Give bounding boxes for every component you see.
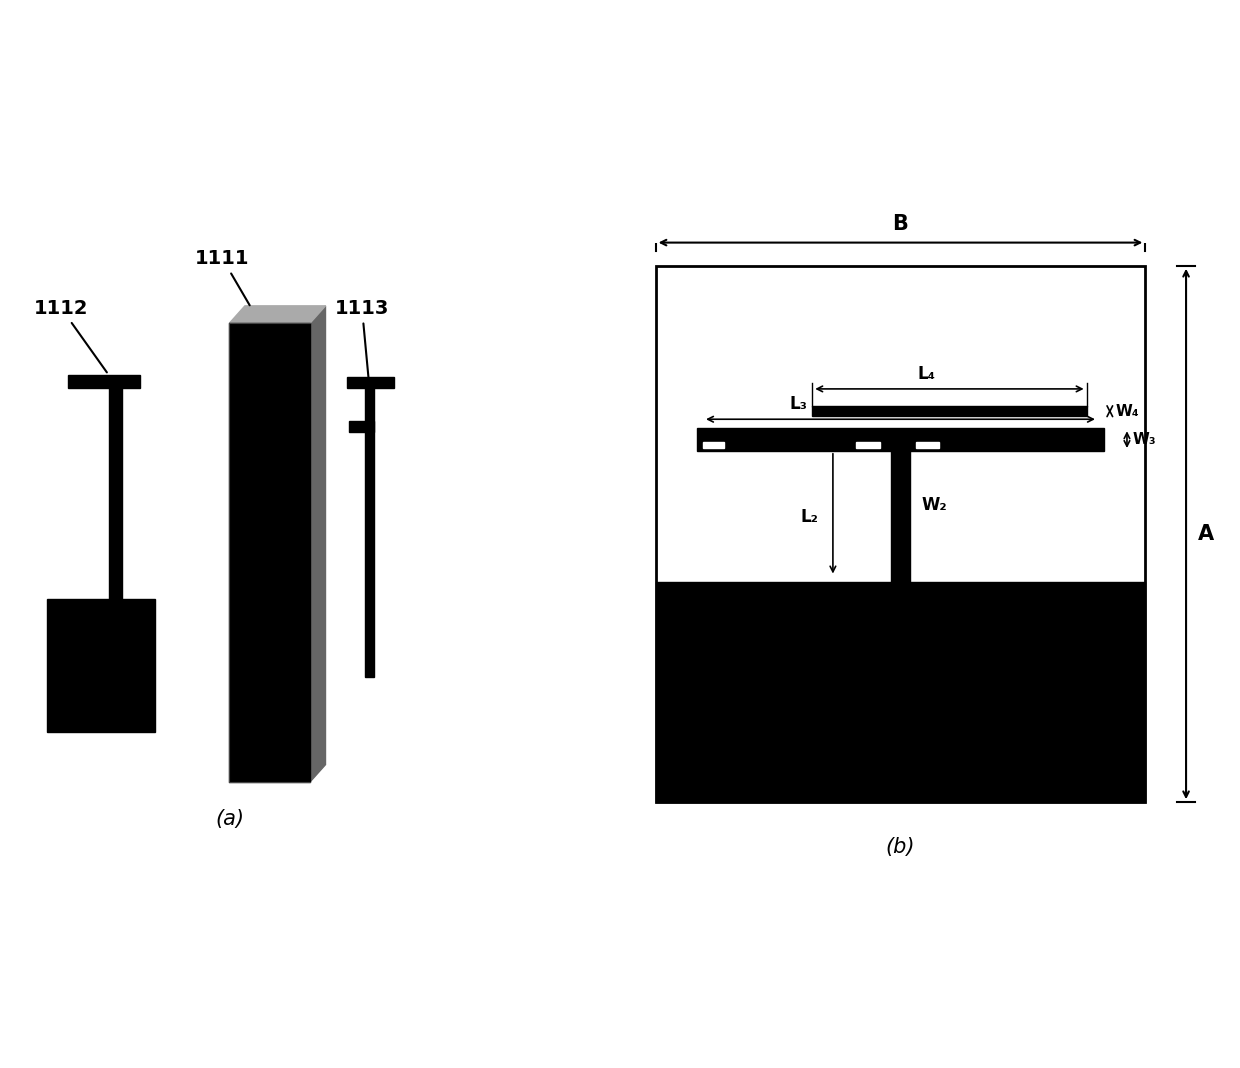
Polygon shape (310, 305, 325, 782)
Bar (915, 442, 939, 447)
Bar (656, 266, 1146, 802)
Bar (856, 442, 879, 447)
Bar (365, 382, 374, 677)
Text: W₄: W₄ (1116, 404, 1140, 419)
Polygon shape (229, 305, 325, 324)
Bar (812, 407, 1086, 417)
Text: A: A (1198, 524, 1214, 544)
Bar (350, 421, 374, 431)
Text: 1111: 1111 (195, 249, 249, 305)
Bar (347, 377, 393, 389)
Text: (a): (a) (215, 808, 244, 829)
Text: B: B (893, 214, 909, 234)
Bar (109, 386, 122, 599)
Text: (b): (b) (885, 837, 915, 857)
Text: 1112: 1112 (35, 299, 107, 373)
Bar (892, 451, 910, 582)
Bar (229, 324, 310, 782)
Bar (47, 599, 155, 733)
Text: L₃: L₃ (790, 395, 807, 413)
Text: 1113: 1113 (335, 299, 389, 379)
Bar (656, 582, 1146, 802)
Bar (68, 375, 139, 389)
Text: W₃: W₃ (1133, 433, 1157, 447)
Bar (703, 442, 724, 447)
Bar (697, 428, 1104, 451)
Text: L₄: L₄ (918, 365, 935, 383)
Text: W₂: W₂ (921, 496, 947, 514)
Text: L₂: L₂ (801, 507, 818, 525)
